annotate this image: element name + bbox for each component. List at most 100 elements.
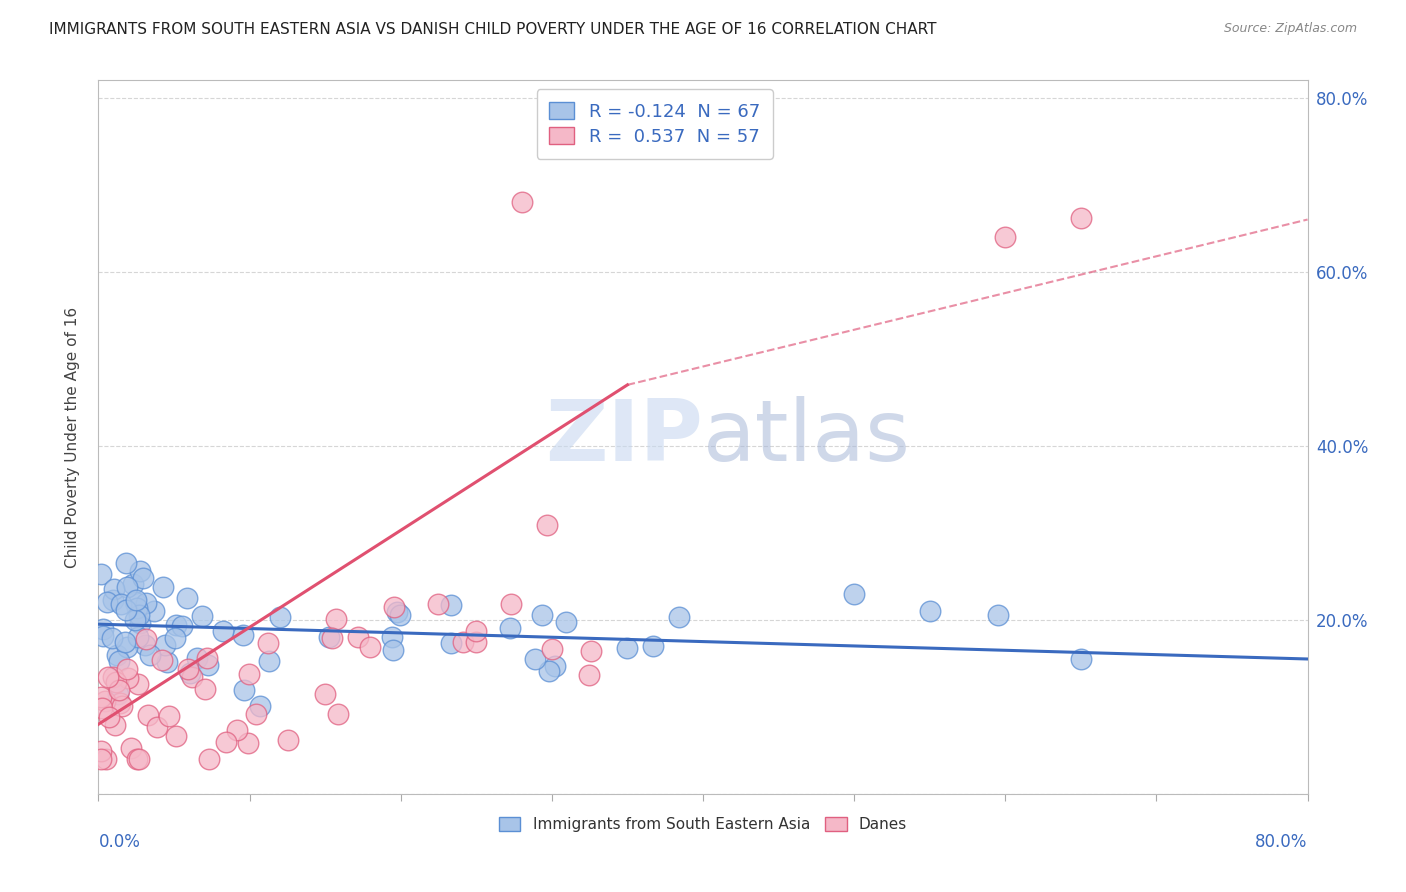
Point	[536, 518, 558, 533]
Point	[844, 587, 866, 601]
Point	[115, 662, 138, 676]
Point	[318, 631, 340, 645]
Point	[104, 675, 127, 690]
Point	[90, 567, 112, 582]
Point	[277, 733, 299, 747]
Point	[245, 707, 267, 722]
Point	[90, 690, 112, 705]
Point	[198, 752, 221, 766]
Point	[387, 605, 409, 619]
Point	[110, 597, 132, 611]
Point	[157, 708, 180, 723]
Text: Source: ZipAtlas.com: Source: ZipAtlas.com	[1223, 22, 1357, 36]
Point	[382, 599, 405, 614]
Point	[101, 670, 124, 684]
Point	[172, 619, 194, 633]
Point	[249, 698, 271, 713]
Point	[259, 654, 281, 668]
Point	[136, 707, 159, 722]
Point	[135, 632, 157, 646]
Point	[1070, 652, 1092, 666]
Point	[181, 670, 204, 684]
Point	[381, 630, 404, 644]
Point	[108, 654, 131, 668]
Point	[236, 737, 259, 751]
Point	[114, 634, 136, 648]
Point	[1070, 211, 1092, 225]
Point	[150, 653, 173, 667]
Point	[132, 571, 155, 585]
Point	[616, 641, 638, 656]
Point	[186, 651, 208, 665]
Point	[531, 607, 554, 622]
Point	[359, 640, 381, 654]
Point	[325, 612, 347, 626]
Point	[165, 618, 187, 632]
Point	[177, 662, 200, 676]
Point	[115, 556, 138, 570]
Point	[124, 613, 146, 627]
Point	[104, 718, 127, 732]
Point	[142, 604, 165, 618]
Point	[176, 591, 198, 606]
Point	[120, 740, 142, 755]
Text: 0.0%: 0.0%	[98, 833, 141, 851]
Point	[117, 640, 139, 655]
Point	[211, 624, 233, 639]
Point	[643, 639, 665, 653]
Point	[97, 670, 120, 684]
Point	[135, 596, 157, 610]
Point	[179, 666, 201, 681]
Point	[115, 603, 138, 617]
Point	[918, 604, 941, 618]
Point	[98, 710, 121, 724]
Point	[105, 648, 128, 663]
Point	[225, 723, 247, 737]
Point	[453, 635, 475, 649]
Point	[326, 706, 349, 721]
Point	[501, 597, 523, 611]
Point	[543, 658, 565, 673]
Point	[465, 635, 488, 649]
Point	[129, 615, 152, 630]
Point	[129, 564, 152, 578]
Point	[197, 651, 219, 665]
Point	[994, 230, 1017, 244]
Point	[215, 735, 238, 749]
Point	[127, 677, 149, 691]
Legend: Immigrants from South Eastern Asia, Danes: Immigrants from South Eastern Asia, Dane…	[491, 809, 915, 839]
Point	[465, 624, 488, 639]
Point	[91, 701, 114, 715]
Point	[90, 752, 112, 766]
Point	[128, 752, 150, 766]
Point	[197, 658, 219, 673]
Point	[538, 665, 561, 679]
Point	[987, 608, 1010, 623]
Point	[101, 631, 124, 645]
Point	[163, 632, 186, 646]
Point	[440, 598, 463, 612]
Point	[101, 593, 124, 607]
Text: ZIP: ZIP	[546, 395, 703, 479]
Point	[115, 580, 138, 594]
Point	[91, 622, 114, 636]
Point	[128, 608, 150, 623]
Point	[540, 642, 562, 657]
Point	[510, 195, 533, 210]
Point	[155, 638, 177, 652]
Point	[127, 752, 149, 766]
Point	[439, 636, 461, 650]
Point	[382, 643, 405, 657]
Point	[108, 696, 131, 710]
Point	[257, 636, 280, 650]
Text: 80.0%: 80.0%	[1256, 833, 1308, 851]
Point	[103, 582, 125, 597]
Point	[127, 630, 149, 644]
Point	[94, 751, 117, 765]
Point	[156, 655, 179, 669]
Point	[191, 609, 214, 624]
Point	[498, 621, 520, 635]
Point	[125, 600, 148, 615]
Y-axis label: Child Poverty Under the Age of 16: Child Poverty Under the Age of 16	[65, 307, 80, 567]
Point	[346, 630, 368, 644]
